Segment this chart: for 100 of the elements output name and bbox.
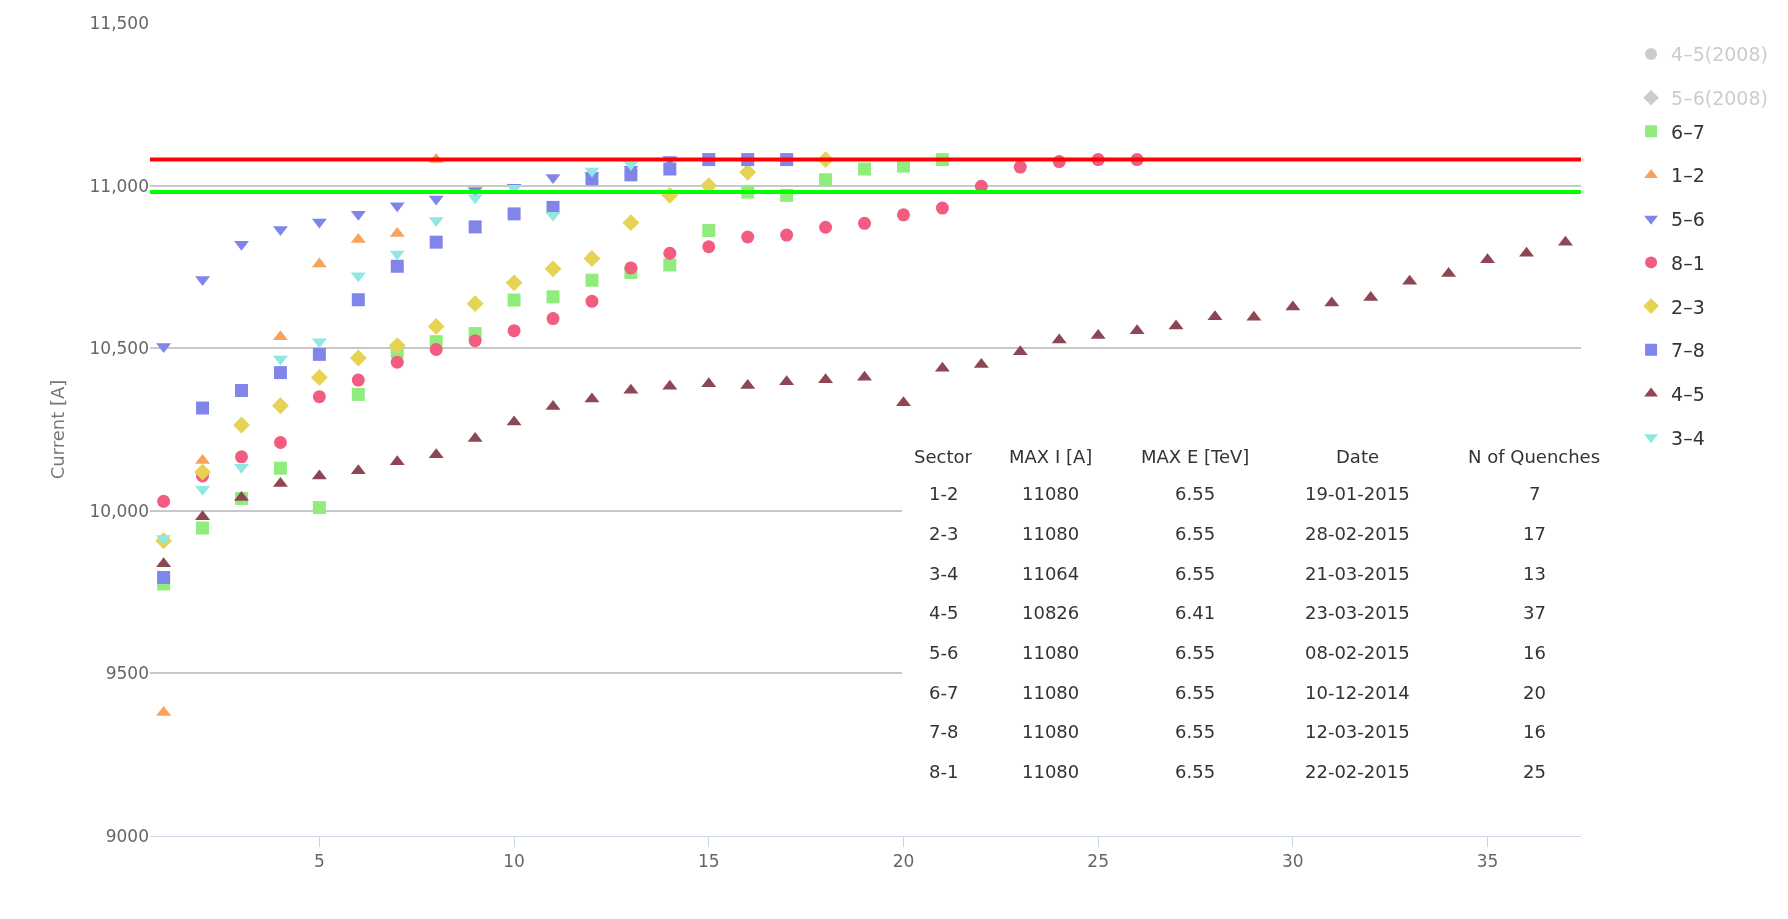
annotation: 21-03-2015: [1305, 563, 1410, 584]
point: [858, 216, 872, 230]
point: [466, 295, 484, 313]
annotation: 6.55: [1175, 642, 1216, 663]
annotation: 11080: [1022, 483, 1080, 504]
point: [273, 436, 287, 449]
legend-label: 6–7: [1671, 120, 1705, 143]
y-tick-label: 9500: [105, 663, 149, 684]
annotation: 08-02-2015: [1305, 642, 1410, 663]
point: [507, 207, 521, 221]
point: [858, 162, 872, 176]
point: [390, 259, 404, 273]
annotation: 6-7: [929, 682, 959, 703]
annotation: 16: [1523, 642, 1546, 663]
point: [273, 461, 287, 475]
point: [388, 337, 406, 355]
point: [702, 223, 716, 237]
annotation: MAX I [A]: [1009, 446, 1093, 467]
point: [702, 240, 716, 254]
x-tick-label: 15: [697, 851, 720, 872]
point: [663, 162, 677, 176]
point: [468, 334, 482, 348]
point: [741, 230, 755, 244]
point: [935, 201, 949, 215]
x-tick-label: 10: [503, 851, 525, 872]
annotation: 11080: [1022, 761, 1080, 782]
annotation: 8-1: [929, 761, 959, 782]
annotation: N of Quenches: [1468, 446, 1601, 467]
y-tick-label: 11,500: [89, 12, 149, 33]
annotation: 12-03-2015: [1305, 721, 1410, 742]
y-tick-label: 10,000: [89, 500, 149, 521]
legend-label: 2–3: [1671, 295, 1705, 318]
point: [583, 249, 601, 267]
legend-label: 5–6: [1671, 208, 1705, 231]
y-tick-label: 11,000: [89, 175, 149, 196]
point: [507, 293, 521, 307]
point: [819, 220, 833, 234]
annotation: 7: [1529, 483, 1541, 504]
legend-label: 4–5: [1671, 382, 1705, 405]
annotation: 11080: [1022, 682, 1080, 703]
annotation: 6.55: [1175, 483, 1216, 504]
point: [546, 312, 560, 326]
annotation: 10826: [1022, 602, 1080, 623]
point: [273, 366, 287, 380]
point: [351, 293, 365, 307]
point: [312, 390, 326, 404]
point: [196, 401, 210, 415]
annotation: 6.55: [1175, 563, 1216, 584]
point: [546, 290, 560, 304]
annotation: 20: [1523, 682, 1546, 703]
annotation: 23-03-2015: [1305, 602, 1410, 623]
annotation: Sector: [914, 446, 973, 467]
point: [235, 383, 249, 397]
point: [312, 501, 326, 515]
y-tick-label: 9000: [105, 825, 149, 846]
annotation: 6.41: [1175, 602, 1216, 623]
point: [1013, 160, 1027, 174]
point: [544, 260, 562, 278]
annotation: 19-01-2015: [1305, 483, 1410, 504]
annotation: 6.55: [1175, 761, 1216, 782]
point: [312, 347, 326, 361]
point: [351, 373, 365, 387]
point: [310, 369, 328, 386]
annotation: MAX E [TeV]: [1141, 446, 1250, 467]
point: [157, 494, 171, 508]
annotation: 16: [1523, 721, 1546, 742]
y-axis-title: Current [A]: [46, 379, 68, 480]
legend-label: 3–4: [1671, 426, 1705, 449]
point: [663, 246, 677, 260]
annotation: Date: [1336, 446, 1380, 467]
annotation: 11064: [1022, 563, 1080, 584]
annotation: 11080: [1022, 721, 1080, 742]
annotation: 7-8: [929, 721, 959, 742]
annotation: 6.55: [1175, 682, 1216, 703]
annotation: 6.55: [1175, 721, 1216, 742]
point: [271, 397, 289, 415]
point: [429, 235, 443, 249]
point: [585, 294, 599, 308]
point: [235, 450, 249, 464]
x-tick-label: 5: [313, 851, 325, 872]
legend-label: 7–8: [1671, 339, 1705, 362]
point: [196, 521, 210, 535]
point: [780, 228, 794, 242]
annotation: 5-6: [929, 642, 959, 663]
annotation: 25: [1523, 761, 1546, 782]
annotation: 11080: [1022, 642, 1080, 663]
y-tick-label: 10,500: [89, 338, 149, 359]
point: [468, 220, 482, 234]
annotation: 28-02-2015: [1305, 523, 1410, 544]
point: [507, 324, 521, 338]
legend-label: 8–1: [1671, 251, 1705, 274]
x-tick-label: 20: [892, 851, 915, 872]
point: [585, 273, 599, 287]
point: [819, 173, 833, 187]
point: [622, 214, 640, 232]
point: [233, 416, 250, 434]
x-tick-label: 25: [1087, 851, 1109, 872]
point: [624, 261, 638, 275]
point: [505, 274, 523, 292]
annotation: 3-4: [929, 563, 959, 584]
